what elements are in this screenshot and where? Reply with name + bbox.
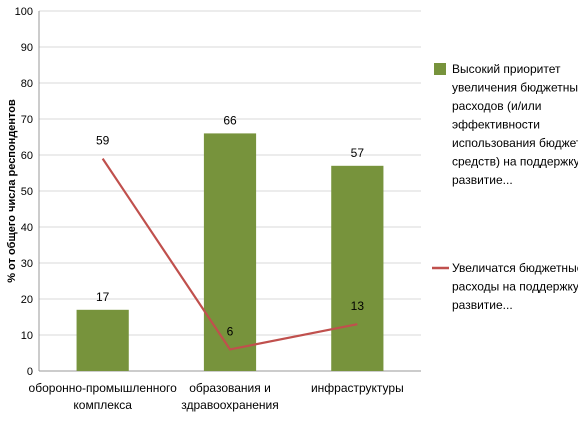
line-series	[101, 157, 358, 351]
y-tick-label: 10	[21, 330, 33, 342]
y-tick-label: 50	[21, 186, 33, 198]
legend-label-line-line: Увеличатся бюджетные	[452, 261, 578, 275]
bar	[331, 165, 384, 371]
y-axis-label: % от общего числа респондентов	[6, 99, 18, 283]
legend: Высокий приоритет увеличения бюджетных рас…	[432, 62, 578, 312]
bar	[203, 133, 257, 371]
bar-series	[76, 133, 384, 371]
x-axis-categories: оборонно-промышленного комплекса образован…	[29, 381, 404, 412]
x-category-label: оборонно-промышленного комплекса	[29, 381, 178, 412]
y-tick-label: 90	[21, 42, 33, 54]
legend-label-bar-line: эффективности	[452, 118, 540, 132]
legend-label-bar-line: увеличения бюджетных	[452, 81, 578, 95]
y-tick-label: 80	[21, 78, 33, 90]
legend-swatch-bar	[434, 63, 446, 75]
legend-label-bar-line: развитие...	[452, 173, 513, 187]
x-category-label-line: оборонно-промышленного	[29, 381, 178, 395]
y-tick-label: 100	[15, 6, 33, 18]
legend-label-bar-line: использования бюджетных	[452, 136, 578, 150]
legend-label-line-line: развитие...	[452, 298, 513, 312]
line-data-label: 59	[96, 134, 110, 148]
bar-data-label: 57	[351, 146, 365, 160]
legend-label-bar-line: Высокий приоритет	[452, 62, 561, 76]
y-tick-label: 0	[27, 366, 33, 378]
line-data-label: 13	[351, 299, 365, 313]
x-category-label: инфраструктуры	[311, 381, 404, 395]
x-category-label: образования и здравоохранения	[181, 381, 279, 412]
legend-label-bar-line: средств) на поддержку и	[452, 155, 578, 169]
x-category-label-line: здравоохранения	[181, 398, 279, 412]
y-tick-label: 40	[21, 222, 33, 234]
bar-data-label: 17	[96, 290, 110, 304]
y-tick-label: 20	[21, 294, 33, 306]
legend-label-bar-line: расходов (и/или	[452, 99, 541, 113]
y-tick-label: 30	[21, 258, 33, 270]
x-category-label-line: образования и	[189, 381, 271, 395]
y-tick-label: 70	[21, 114, 33, 126]
data-labels: 17 66 57 59 6 13	[96, 113, 364, 338]
x-category-label-line: комплекса	[73, 398, 132, 412]
x-category-label-line: инфраструктуры	[311, 381, 404, 395]
y-tick-label: 60	[21, 150, 33, 162]
bar-data-label: 66	[223, 113, 237, 127]
y-axis-ticks: 0 10 20 30 40 50 60 70 80 90 100	[15, 6, 33, 378]
line-data-label: 6	[227, 324, 234, 338]
legend-label-line-line: расходы на поддержку и	[452, 280, 578, 294]
bar	[76, 309, 129, 371]
